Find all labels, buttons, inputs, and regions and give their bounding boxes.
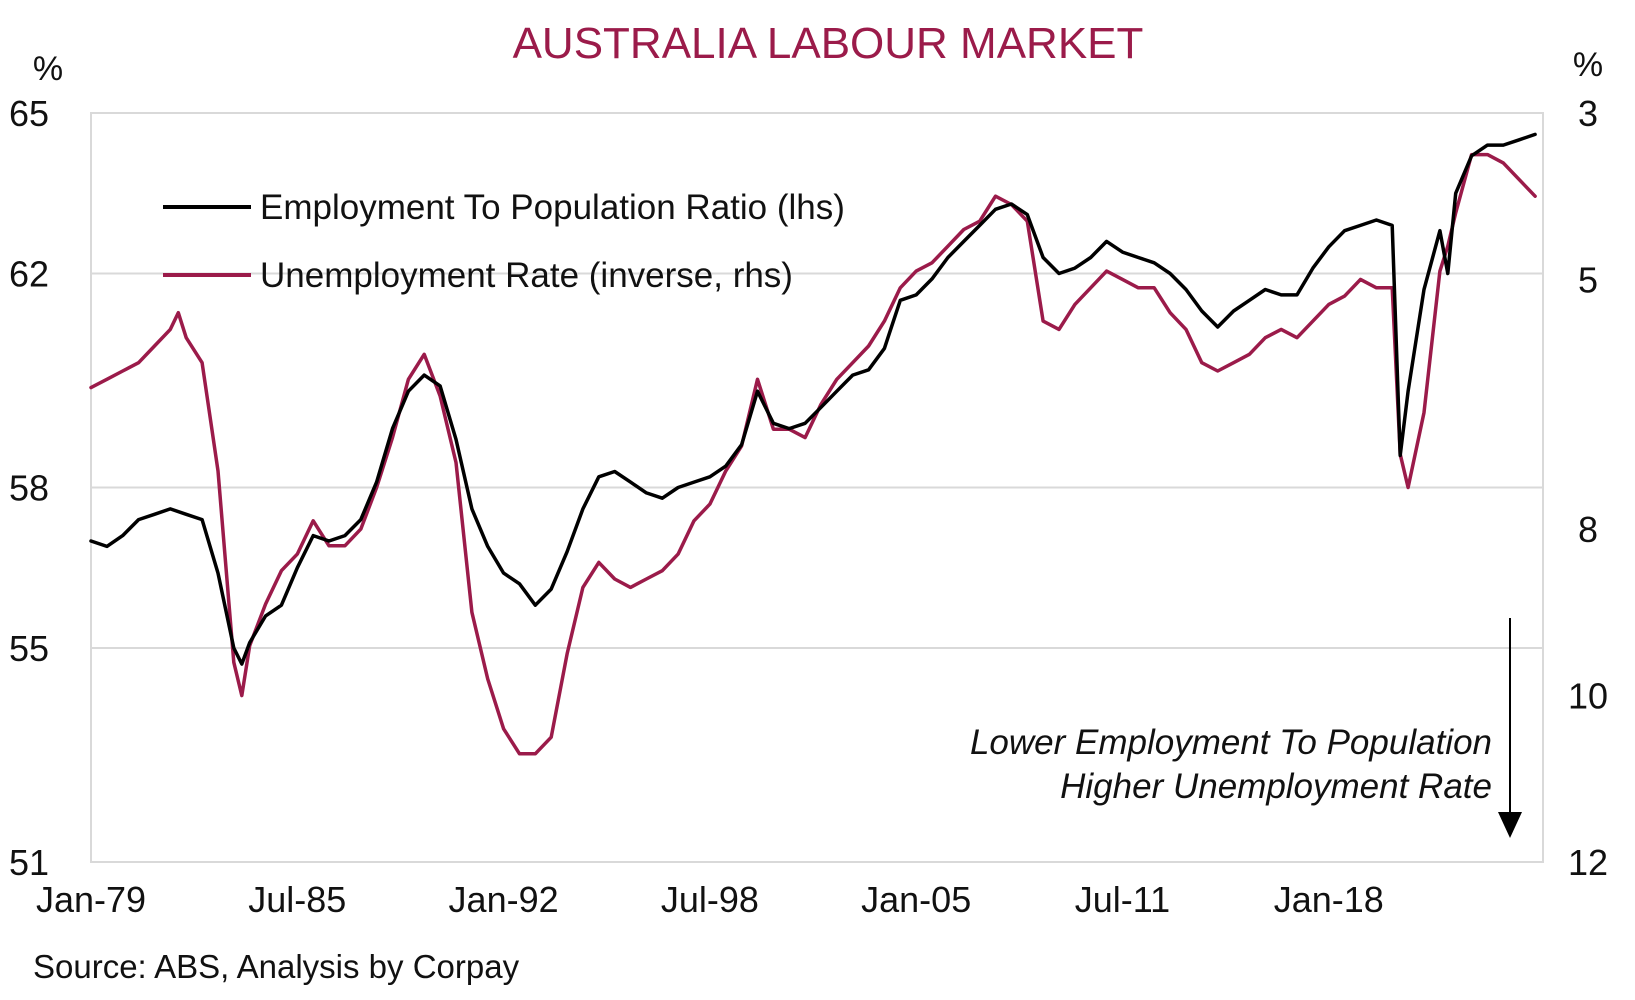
- x-tick-label: Jan-92: [449, 879, 559, 920]
- annotation: Lower Employment To Population Higher Un…: [970, 618, 1522, 838]
- left-tick-label: 51: [9, 842, 49, 883]
- series-line-unemployment: [89, 152, 1537, 756]
- left-tick-label: 62: [9, 254, 49, 295]
- series-line-employment: [89, 132, 1537, 666]
- left-axis-unit: %: [33, 50, 63, 88]
- down-arrow-icon: [1498, 618, 1522, 838]
- right-tick-label: 12: [1568, 842, 1608, 883]
- legend-label-employment: Employment To Population Ratio (lhs): [260, 188, 845, 227]
- right-tick-label: 3: [1578, 93, 1598, 134]
- chart-title: AUSTRALIA LABOUR MARKET: [513, 19, 1144, 68]
- x-tick-label: Jul-98: [661, 879, 759, 920]
- legend-label-unemployment: Unemployment Rate (inverse, rhs): [260, 256, 793, 295]
- left-tick-label: 65: [9, 93, 49, 134]
- right-axis-ticks: 3 5 8 10 12: [1568, 93, 1608, 883]
- right-tick-label: 8: [1578, 509, 1598, 550]
- x-tick-label: Jul-11: [1075, 879, 1170, 920]
- left-axis-ticks: 65 62 58 55 51: [9, 93, 49, 883]
- right-tick-label: 5: [1578, 259, 1598, 300]
- right-axis-unit: %: [1573, 46, 1603, 84]
- source-note: Source: ABS, Analysis by Corpay: [33, 948, 520, 985]
- series-lines: [89, 132, 1537, 756]
- x-axis-ticks: Jan-79 Jul-85 Jan-92 Jul-98 Jan-05 Jul-11 Jan-…: [36, 879, 1384, 920]
- x-tick-label: Jan-05: [861, 879, 971, 920]
- left-tick-label: 58: [9, 468, 49, 509]
- legend: Employment To Population Ratio (lhs) Une…: [163, 188, 845, 295]
- plot-frame: [90, 112, 1544, 863]
- annotation-line-2: Higher Unemployment Rate: [1060, 767, 1492, 806]
- x-tick-label: Jul-85: [248, 879, 346, 920]
- left-tick-label: 55: [9, 628, 49, 669]
- right-tick-label: 10: [1568, 676, 1608, 717]
- annotation-line-1: Lower Employment To Population: [970, 723, 1492, 762]
- x-tick-label: Jan-18: [1274, 879, 1384, 920]
- x-tick-label: Jan-79: [36, 879, 146, 920]
